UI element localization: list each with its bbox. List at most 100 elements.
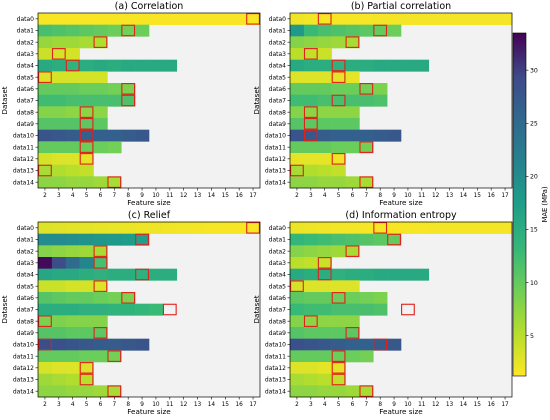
heatmap-cell [93,327,108,339]
best-cell-highlight [303,118,318,130]
best-cell-highlight [303,106,318,118]
best-cell-highlight [331,362,346,374]
heatmap-cell [190,13,205,25]
heatmap-cell [359,59,374,72]
x-tick-label: 11 [418,402,426,408]
heatmap-cell [345,118,360,130]
heatmap-cell [65,257,80,269]
heatmap-cell [107,24,122,37]
y-tick-label: data12 [265,365,286,372]
heatmap-cell [79,222,94,234]
heatmap-cell [387,24,402,37]
heatmap-cell [65,233,80,246]
heatmap-cell [359,24,374,37]
heatmap-cell [51,292,67,304]
y-tick-label: data2 [17,248,35,255]
heatmap-cell [135,268,150,281]
heatmap-cell [359,233,374,246]
best-cell-highlight [93,257,108,269]
best-cell-highlight [317,257,332,269]
x-tick-label: 7 [112,402,116,408]
panel-title: (c) Relief [128,210,171,221]
colorbar-label: MAE (MPa) [541,186,549,222]
heatmap-cell [331,59,346,72]
heatmap-cell [303,71,319,84]
x-tick-label: 12 [180,402,188,408]
y-tick-label: data0 [17,225,35,232]
heatmap-cell [38,176,53,189]
heatmap-cell [38,257,53,269]
heatmap-cell [79,280,94,293]
x-axis-label: Feature size [127,407,171,416]
best-cell-highlight [246,222,260,234]
x-tick-label: 4 [323,193,327,199]
heatmap-cell [331,315,346,328]
heatmap-cell [290,94,305,107]
heatmap-cell [65,153,80,165]
colorbar-tick-label: 5 [530,333,534,340]
heatmap-cell [290,153,305,165]
heatmap-cell [93,94,108,107]
heatmap-cell [79,245,94,258]
heatmap-cell [317,373,332,386]
heatmap-cell [65,315,80,328]
heatmap-cell [317,222,332,234]
y-tick-label: data2 [269,248,287,255]
heatmap-cell [79,292,94,304]
x-tick-label: 6 [351,402,355,408]
heatmap-cell [331,292,346,304]
heatmap-cell [290,176,305,189]
heatmap-cell [331,13,346,25]
heatmap-cell [121,129,136,142]
heatmap-cell [204,222,219,234]
heatmap-cell [290,48,305,60]
best-cell-highlight [121,292,136,304]
y-tick-label: data4 [17,63,35,70]
heatmap-cell [121,292,136,304]
heatmap-cell [51,338,67,351]
heatmap-cell [51,24,67,37]
heatmap-cell [331,280,346,293]
heatmap-cell [65,176,80,189]
best-cell-highlight [303,315,318,327]
y-tick-label: data8 [269,109,287,116]
heatmap-cell [93,385,108,398]
y-tick-label: data8 [17,318,35,325]
heatmap-cell [38,71,53,84]
heatmap-cell [162,268,178,281]
heatmap-cell [317,362,332,374]
heatmap-cell [345,106,360,119]
y-tick-label: data14 [13,179,34,186]
best-cell-highlight [162,303,177,316]
heatmap-cell [65,373,80,386]
heatmap-cell [38,245,53,258]
heatmap-cell [345,83,360,95]
heatmap-cell [345,129,360,142]
best-cell-highlight [317,268,332,281]
heatmap-cell [373,129,388,142]
heatmap-cell [303,141,319,154]
heatmap-cell [303,338,319,351]
heatmap-cell [442,222,457,234]
heatmap-cell [331,176,346,189]
heatmap-cell [387,233,402,246]
heatmap-cell [79,176,94,189]
x-tick-label: 6 [99,193,103,199]
x-tick-label: 17 [501,402,509,408]
heatmap-cell [414,268,430,281]
x-tick-label: 9 [392,402,396,408]
heatmap-cell [317,71,332,84]
x-tick-label: 4 [323,402,327,408]
heatmap-cell [93,350,108,363]
heatmap-cell [107,129,122,142]
best-cell-highlight [359,176,374,188]
heatmap-cell [345,303,360,316]
heatmap-cell [331,141,346,154]
heatmap-cell [317,280,332,293]
heatmap-cell [373,292,388,304]
x-tick-label: 11 [418,193,426,199]
panel-title: (d) Information entropy [345,210,457,221]
best-cell-highlight [303,48,318,60]
heatmap-cell [93,280,108,293]
heatmap-cell [345,176,360,189]
